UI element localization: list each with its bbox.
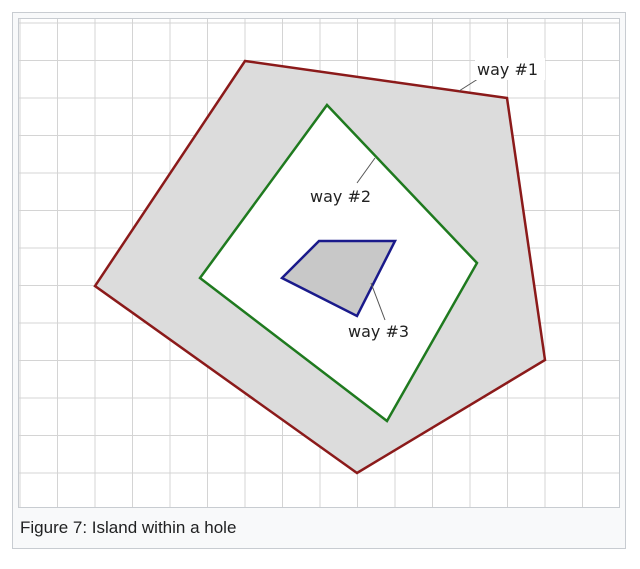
way-1-label: way #1: [477, 60, 538, 79]
way-3-label-bg: [346, 321, 420, 343]
way-3-leader-line: [370, 282, 386, 321]
way-2-label-bg: [308, 184, 382, 208]
diagram: way #1 way #2 way #3: [18, 18, 620, 508]
way-3-label: way #3: [348, 322, 409, 341]
diagram-canvas: way #1 way #2 way #3: [19, 19, 619, 507]
way-2-label: way #2: [310, 187, 371, 206]
way-3-island-polygon: [279, 239, 398, 318]
figure-caption: Figure 7: Island within a hole: [20, 518, 237, 537]
way-2-leader-line: [356, 157, 376, 184]
way-1-label-bg: [475, 58, 545, 80]
